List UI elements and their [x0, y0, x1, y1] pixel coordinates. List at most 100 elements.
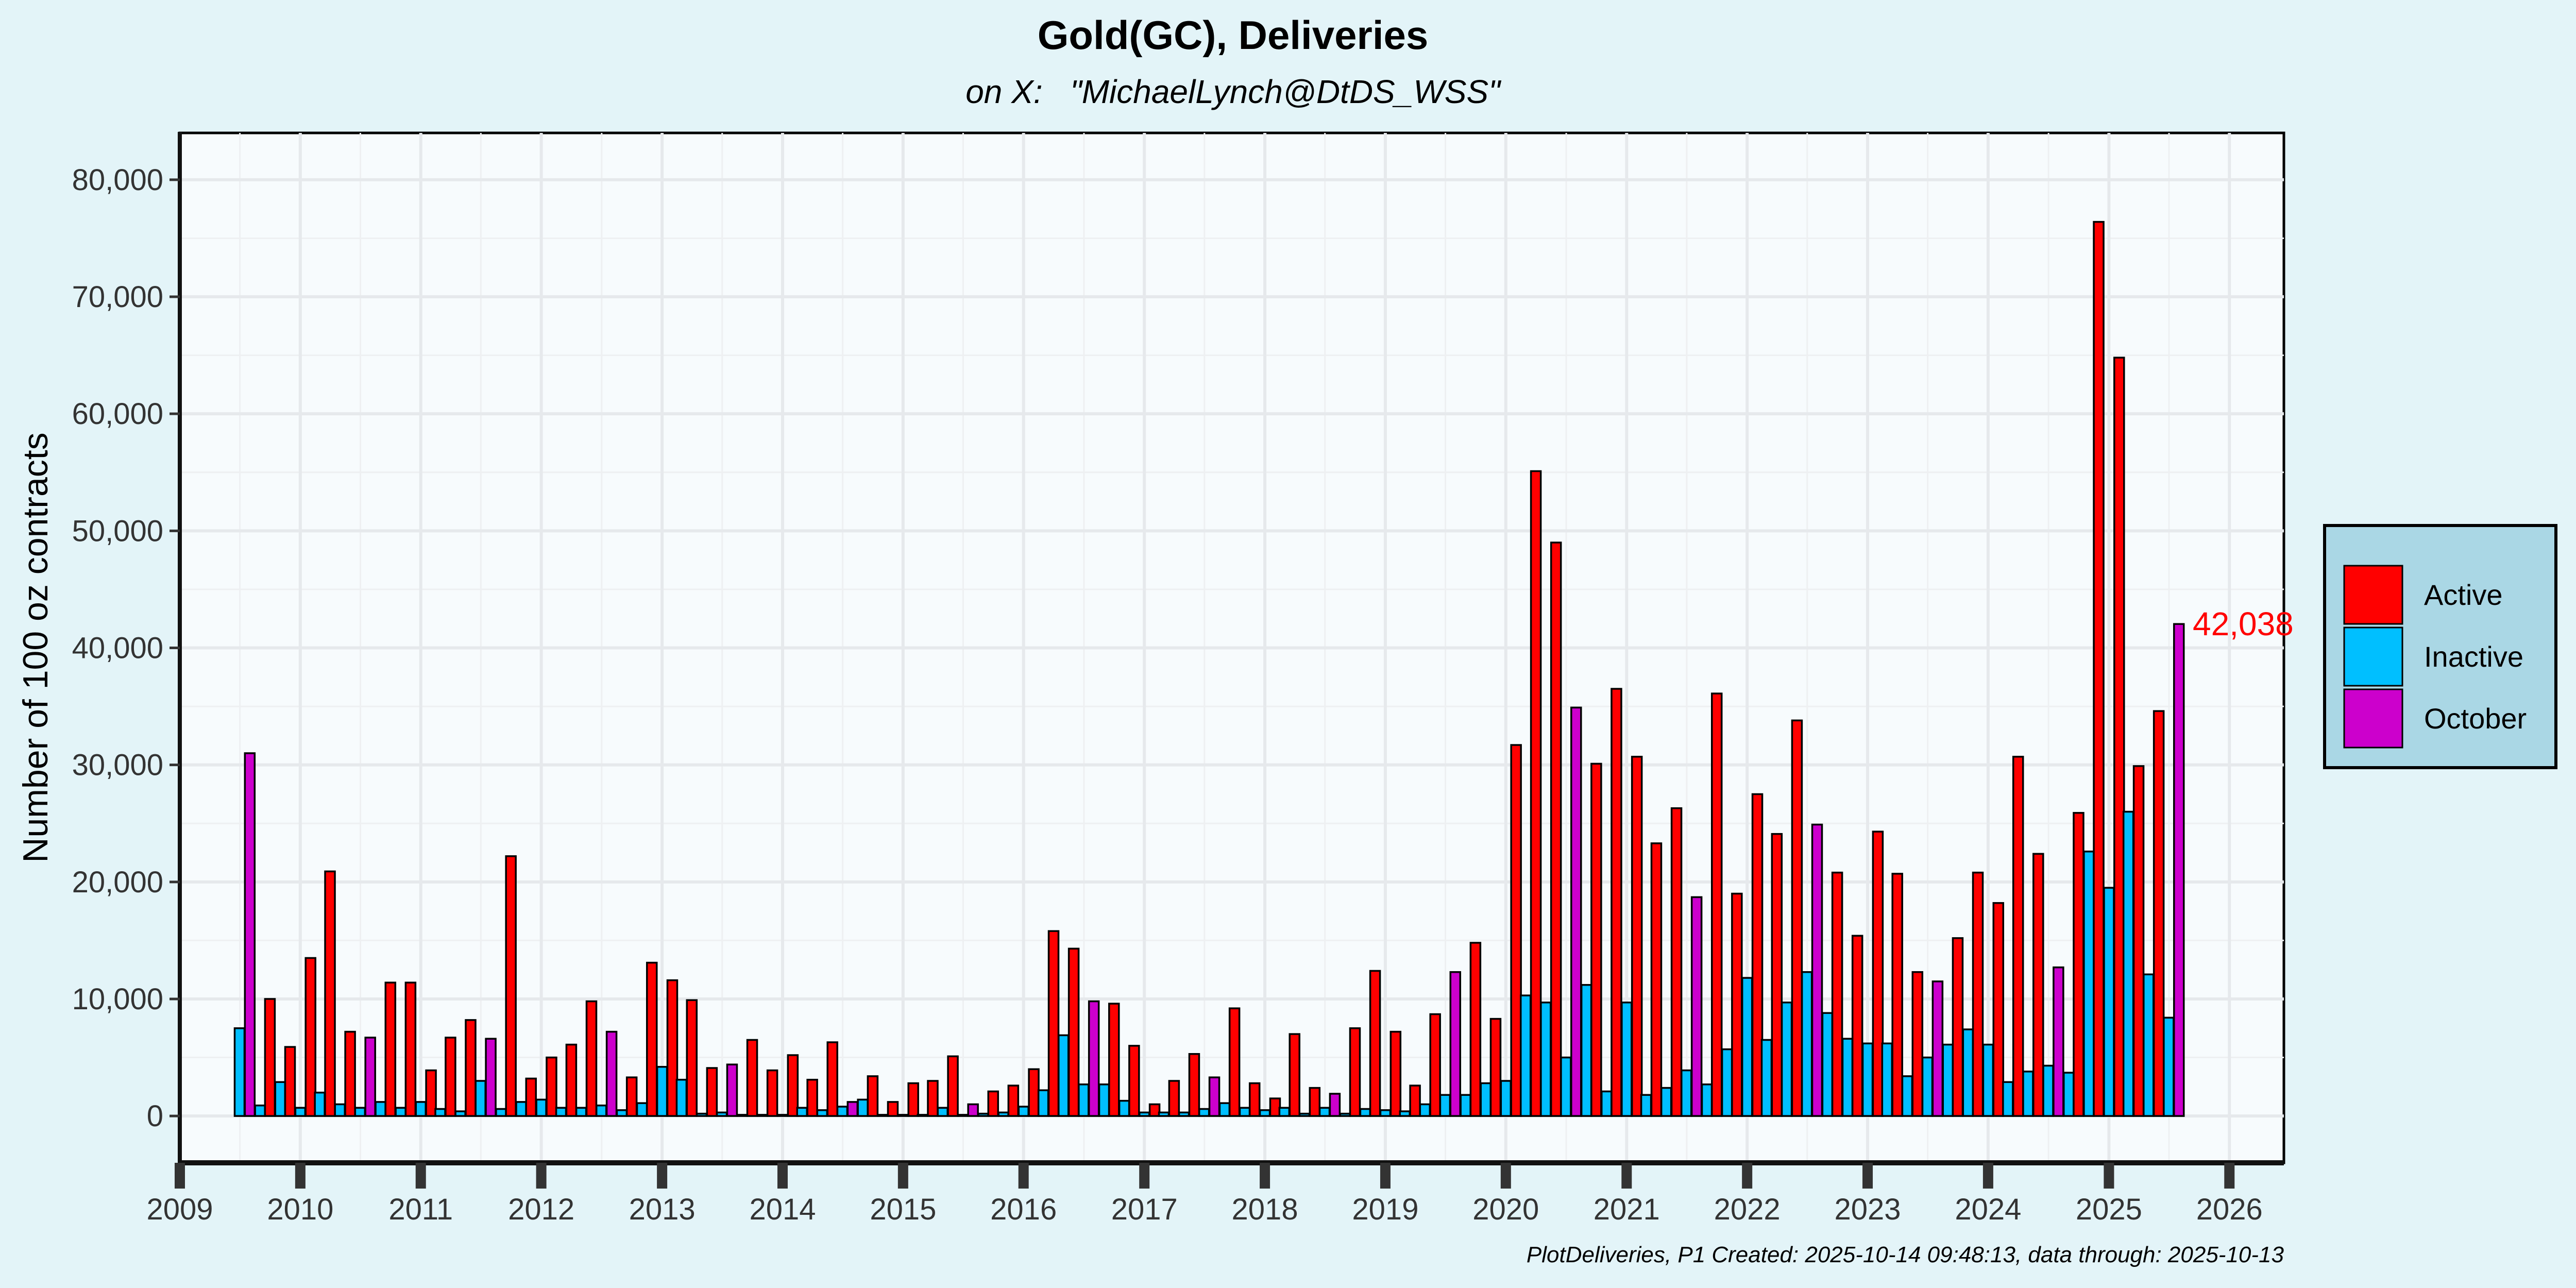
grid-major [178, 133, 2284, 1163]
bar-active [2132, 765, 2145, 1117]
bar-active [1710, 692, 1723, 1117]
bar-inactive [1037, 1089, 1049, 1117]
bar-inactive [2022, 1071, 2034, 1117]
bar-inactive [1881, 1042, 1893, 1117]
bar-active [425, 1069, 437, 1117]
legend-items: Active Inactive October [2343, 565, 2527, 749]
bar-active [1489, 1018, 1502, 1117]
x-tick-mark [657, 1163, 668, 1189]
bar-active [1972, 871, 1984, 1117]
x-tick-label: 2021 [1594, 1193, 1660, 1226]
bar-active [465, 1019, 477, 1117]
bar-inactive [1218, 1102, 1231, 1117]
bar-inactive [1018, 1106, 1029, 1117]
bar-active [1429, 1013, 1441, 1117]
bar-active [625, 1076, 638, 1117]
bar-inactive [616, 1109, 628, 1117]
bar-inactive [1419, 1103, 1431, 1117]
bar-active [2012, 756, 2024, 1117]
bar-inactive [515, 1101, 527, 1117]
y-tick-label: 30,000 [72, 749, 163, 782]
x-tick-label: 2018 [1232, 1193, 1298, 1226]
bar-active [867, 1075, 879, 1117]
bar-october [605, 1030, 618, 1117]
bar-inactive [2083, 851, 2095, 1117]
bar-inactive [1721, 1048, 1733, 1117]
bar-october [1931, 980, 1944, 1117]
bar-active [1872, 831, 1884, 1117]
bar-inactive [937, 1107, 948, 1117]
y-axis-ticks: 0 10,000 20,000 30,000 40,000 50,000 60,000 70,… [72, 163, 180, 1133]
bar-active [565, 1043, 578, 1117]
bar-active [1851, 935, 1863, 1117]
bar-active [1731, 892, 1743, 1117]
bar-active [1188, 1053, 1200, 1117]
bar-inactive [2042, 1064, 2054, 1117]
bar-inactive [1138, 1111, 1150, 1117]
bar-inactive [1760, 1039, 1773, 1117]
bar-inactive [675, 1078, 688, 1117]
x-tick-label: 2022 [1714, 1193, 1781, 1226]
x-tick-mark [1742, 1163, 1753, 1189]
bar-october [1570, 706, 1582, 1117]
bar-active [1148, 1103, 1161, 1117]
bar-active [1771, 833, 1783, 1117]
bar-active [1128, 1045, 1140, 1117]
bar-active [324, 870, 336, 1117]
legend-key-october [2343, 688, 2403, 749]
bar-active [1611, 688, 1622, 1117]
bar-active [1028, 1068, 1040, 1117]
bar-active [1510, 744, 1522, 1117]
bar-inactive [1460, 1094, 1471, 1117]
bar-active [2093, 221, 2105, 1117]
bar-active [1530, 470, 1542, 1117]
bar-inactive [1098, 1083, 1110, 1117]
x-tick-label: 2020 [1472, 1193, 1539, 1226]
bar-active [1469, 942, 1482, 1117]
bars-layer [233, 221, 2185, 1117]
bar-active [1289, 1033, 1300, 1117]
bar-active [987, 1090, 999, 1117]
x-tick-label: 2010 [267, 1193, 333, 1226]
bar-inactive [375, 1101, 386, 1117]
bar-active [1269, 1097, 1281, 1117]
legend-label-october: October [2424, 702, 2527, 735]
bar-inactive [1278, 1107, 1291, 1117]
bar-inactive [1540, 1002, 1552, 1117]
bar-inactive [1399, 1110, 1411, 1117]
bar-active [1067, 947, 1080, 1117]
bar-inactive [1901, 1075, 1913, 1117]
bar-active [2153, 710, 2165, 1117]
bar-inactive [2122, 810, 2134, 1117]
bar-october [967, 1103, 979, 1117]
bar-inactive [696, 1112, 708, 1117]
bar-inactive [535, 1098, 547, 1117]
bar-inactive [1519, 994, 1532, 1117]
bar-inactive [1560, 1056, 1572, 1117]
bar-inactive [977, 1112, 989, 1117]
x-tick-label: 2011 [388, 1193, 453, 1226]
bar-active [1791, 719, 1803, 1117]
x-tick-label: 2014 [749, 1193, 816, 1226]
bar-inactive [1480, 1082, 1492, 1117]
bar-inactive [836, 1106, 849, 1117]
bar-active [646, 961, 658, 1117]
bar-active [1550, 541, 1562, 1117]
bar-inactive [395, 1107, 406, 1117]
bar-inactive [1379, 1109, 1392, 1117]
bar-inactive [1701, 1083, 1713, 1117]
bar-inactive [274, 1081, 286, 1117]
bar-october [2053, 966, 2064, 1117]
bar-inactive [314, 1091, 326, 1117]
bar-inactive [656, 1065, 668, 1117]
bar-october [244, 752, 256, 1117]
chart-caption: PlotDeliveries, P1 Created: 2025-10-14 0… [1527, 1242, 2284, 1267]
bar-active [806, 1078, 818, 1117]
bar-active [2032, 853, 2044, 1117]
bar-inactive [2163, 1016, 2175, 1117]
bar-october [364, 1037, 376, 1117]
bar-inactive [233, 1027, 246, 1117]
bar-inactive [254, 1104, 266, 1117]
bar-active [1952, 937, 1964, 1117]
x-tick-mark [1982, 1163, 1993, 1189]
